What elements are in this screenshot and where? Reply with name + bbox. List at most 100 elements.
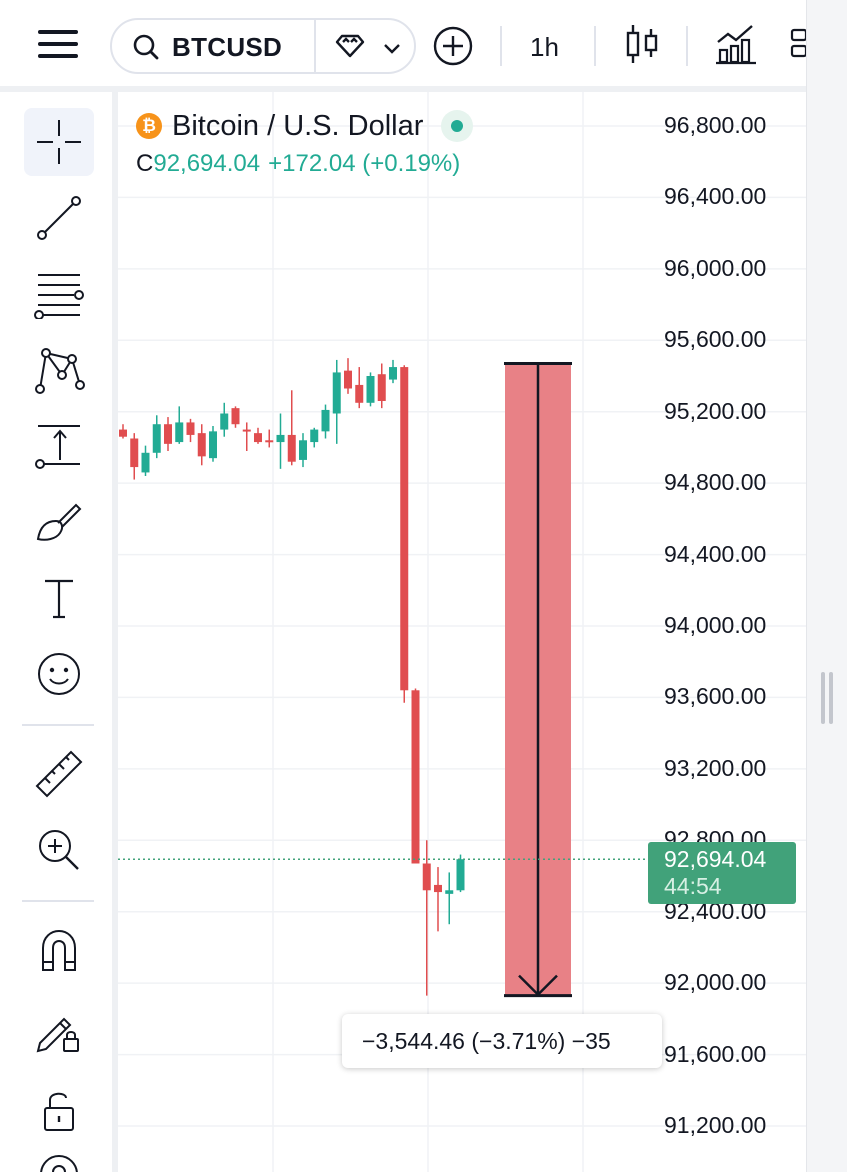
candle <box>310 427 319 448</box>
last-price-value: 92,694.04 <box>664 846 767 872</box>
price-range-measure <box>504 362 572 998</box>
candle <box>220 402 229 437</box>
close-label: C <box>136 150 154 177</box>
add-symbol-button[interactable] <box>432 25 474 73</box>
candle-body <box>186 422 195 435</box>
symbol-search-button[interactable]: BTCUSD <box>112 20 314 72</box>
emoji-tool[interactable] <box>24 640 94 708</box>
brush-tool[interactable] <box>24 488 94 556</box>
candle-body <box>141 452 150 473</box>
price-axis-label: 93,600.00 <box>664 683 767 710</box>
price-axis-label: 94,000.00 <box>664 612 767 638</box>
layout-button[interactable] <box>788 22 806 70</box>
chart-legend: ₿ Bitcoin / U.S. Dollar C92,694.04 +172.0… <box>136 108 474 182</box>
compare-dropdown[interactable] <box>324 30 414 64</box>
candle-body <box>220 413 229 430</box>
toolbar-separator <box>22 900 94 902</box>
price-axis-label: 91,600.00 <box>664 1040 767 1067</box>
symbol-title[interactable]: Bitcoin / U.S. Dollar <box>172 109 424 142</box>
zoom-in-icon <box>39 830 79 870</box>
lock-drawing-tool[interactable] <box>24 996 94 1064</box>
trendline-icon <box>37 196 81 240</box>
candle <box>175 406 184 444</box>
candle-body <box>265 440 274 443</box>
candle-body <box>242 429 251 432</box>
price-axis-label: 93,200.00 <box>664 754 767 781</box>
candle <box>141 445 150 476</box>
candle-body <box>422 863 431 891</box>
indicators-button[interactable] <box>714 22 758 70</box>
ruler-icon <box>35 750 83 798</box>
price-axis-label: 94,800.00 <box>664 469 767 496</box>
last-price-tag: 92,694.04 44:54 <box>648 842 796 904</box>
zoom-tool[interactable] <box>24 816 94 884</box>
panel-resize-handle[interactable] <box>821 672 833 724</box>
visibility-tool[interactable] <box>24 1152 94 1172</box>
pattern-tool[interactable] <box>24 336 94 404</box>
chevron-down-icon <box>384 44 400 54</box>
candle-body <box>456 859 465 891</box>
projection-tool[interactable] <box>24 412 94 480</box>
toolbar-divider <box>594 26 596 66</box>
close-value: 92,694.04 <box>153 150 261 177</box>
candle-body <box>175 422 184 443</box>
indicators-icon <box>716 25 756 65</box>
chart-type-button[interactable] <box>622 22 662 70</box>
price-axis-label: 92,000.00 <box>664 969 767 996</box>
magnet-icon <box>42 929 76 971</box>
candle <box>299 433 307 468</box>
price-axis-label: 91,200.00 <box>664 1112 767 1138</box>
symbol-selector[interactable]: BTCUSD <box>110 18 416 74</box>
candle-body <box>344 370 352 389</box>
candlestick-series <box>119 358 465 996</box>
candle-body <box>434 884 442 893</box>
layout-icon <box>790 28 806 58</box>
candle <box>389 359 397 384</box>
candle <box>377 363 386 409</box>
candle <box>254 427 262 444</box>
candle <box>197 424 206 466</box>
candle <box>366 372 375 407</box>
eye-icon <box>40 1155 78 1172</box>
candle-body <box>197 433 206 457</box>
candle-body <box>231 408 240 425</box>
crosshair-tool[interactable] <box>24 108 94 176</box>
candle <box>265 429 274 448</box>
market-status-icon[interactable] <box>441 110 474 142</box>
lock-drawing-icon <box>36 1017 79 1053</box>
fib-tool[interactable] <box>24 260 94 328</box>
chart-pane[interactable]: ₿ Bitcoin / U.S. Dollar C92,694.04 +172.0… <box>118 92 806 1172</box>
text-tool[interactable] <box>24 564 94 632</box>
candle-body <box>209 431 217 459</box>
ruler-tool[interactable] <box>24 740 94 808</box>
toolbar-divider <box>686 26 688 66</box>
change-value: +172.04 (+0.19%) <box>268 150 461 177</box>
menu-icon[interactable] <box>38 30 78 62</box>
candle-body <box>377 374 386 401</box>
candle <box>164 417 172 451</box>
text-icon <box>45 579 73 619</box>
pattern-icon <box>35 348 85 394</box>
candle <box>276 413 285 469</box>
lock-tool[interactable] <box>24 1076 94 1144</box>
price-axis-label: 94,400.00 <box>664 540 767 567</box>
candle <box>287 390 296 466</box>
candle <box>445 872 454 925</box>
right-panel-strip <box>806 0 847 1172</box>
magnet-tool[interactable] <box>24 916 94 984</box>
candle-body <box>321 409 330 432</box>
candle-body <box>332 372 341 414</box>
top-toolbar: BTCUSD 1h <box>0 0 806 92</box>
candle-body <box>164 424 172 444</box>
candle <box>400 365 409 703</box>
drawing-toolbar <box>0 92 118 1172</box>
trendline-tool[interactable] <box>24 184 94 252</box>
measure-label: −3,544.46 (−3.71%) −35 <box>342 1014 662 1068</box>
candle <box>422 840 431 996</box>
interval-button[interactable]: 1h <box>530 32 559 62</box>
candle-body <box>400 367 409 691</box>
candle-body <box>119 429 127 437</box>
ohlc-values: C92,694.04 +172.04 (+0.19%) <box>136 150 473 182</box>
candle <box>456 854 465 893</box>
bitcoin-logo-icon: ₿ <box>136 113 162 139</box>
